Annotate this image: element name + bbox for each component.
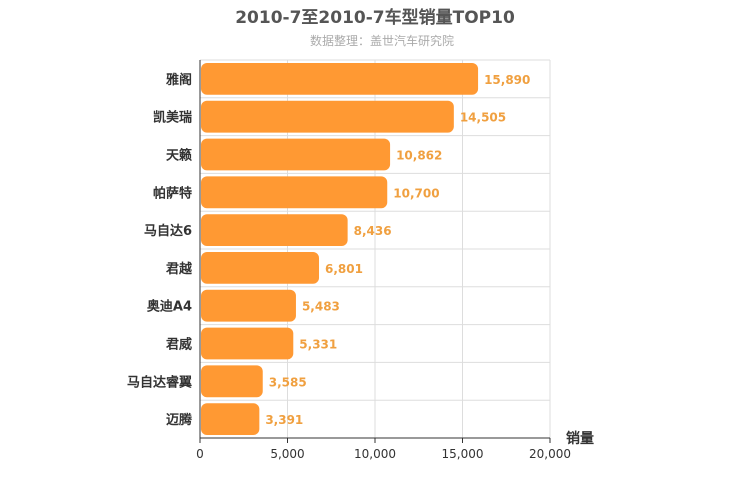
bar xyxy=(201,138,391,171)
data-label: 6,801 xyxy=(325,262,363,276)
x-tick-label: 15,000 xyxy=(442,447,484,461)
data-label: 14,505 xyxy=(460,111,506,125)
bar xyxy=(201,403,260,435)
bar xyxy=(201,365,263,398)
bar xyxy=(201,176,388,209)
data-label: 3,391 xyxy=(265,413,303,427)
bar xyxy=(201,252,320,284)
data-label: 8,436 xyxy=(354,224,392,238)
category-label: 君越 xyxy=(166,261,193,277)
bar xyxy=(201,100,454,133)
bar xyxy=(201,327,294,360)
data-label: 10,862 xyxy=(396,149,442,163)
category-label: 凯美瑞 xyxy=(153,110,192,126)
category-label: 天籁 xyxy=(166,148,192,164)
category-label: 奥迪A4 xyxy=(147,299,192,315)
x-tick-label: 5,000 xyxy=(270,447,304,461)
category-label: 马自达睿翼 xyxy=(127,374,192,390)
x-tick-label: 10,000 xyxy=(354,447,396,461)
data-label: 5,483 xyxy=(302,300,340,314)
data-label: 5,331 xyxy=(299,338,337,352)
x-tick-label: 0 xyxy=(196,447,204,461)
category-label: 君威 xyxy=(166,337,192,353)
category-label: 马自达6 xyxy=(144,223,192,239)
chart-title: 2010-7至2010-7车型销量TOP10 xyxy=(235,7,515,28)
data-label: 3,585 xyxy=(269,375,307,389)
category-label: 雅阁 xyxy=(166,72,192,88)
data-label: 15,890 xyxy=(484,73,530,87)
bar xyxy=(201,63,479,95)
data-labels: 15,890 14,505 10,862 10,700 8,436 6,801 5,483 5… xyxy=(265,73,530,427)
category-label: 迈腾 xyxy=(166,412,193,428)
bar xyxy=(201,214,348,246)
chart-subtitle: 数据整理：盖世汽车研究院 xyxy=(310,33,454,48)
category-label: 帕萨特 xyxy=(153,185,192,201)
x-axis-label: 销量 xyxy=(566,430,594,447)
x-tick-label: 20,000 xyxy=(529,447,571,461)
bar xyxy=(201,289,296,322)
bars xyxy=(201,63,479,435)
data-label: 10,700 xyxy=(393,186,439,200)
x-axis-ticks: 0 5,000 10,000 15,000 20,000 xyxy=(196,438,571,461)
